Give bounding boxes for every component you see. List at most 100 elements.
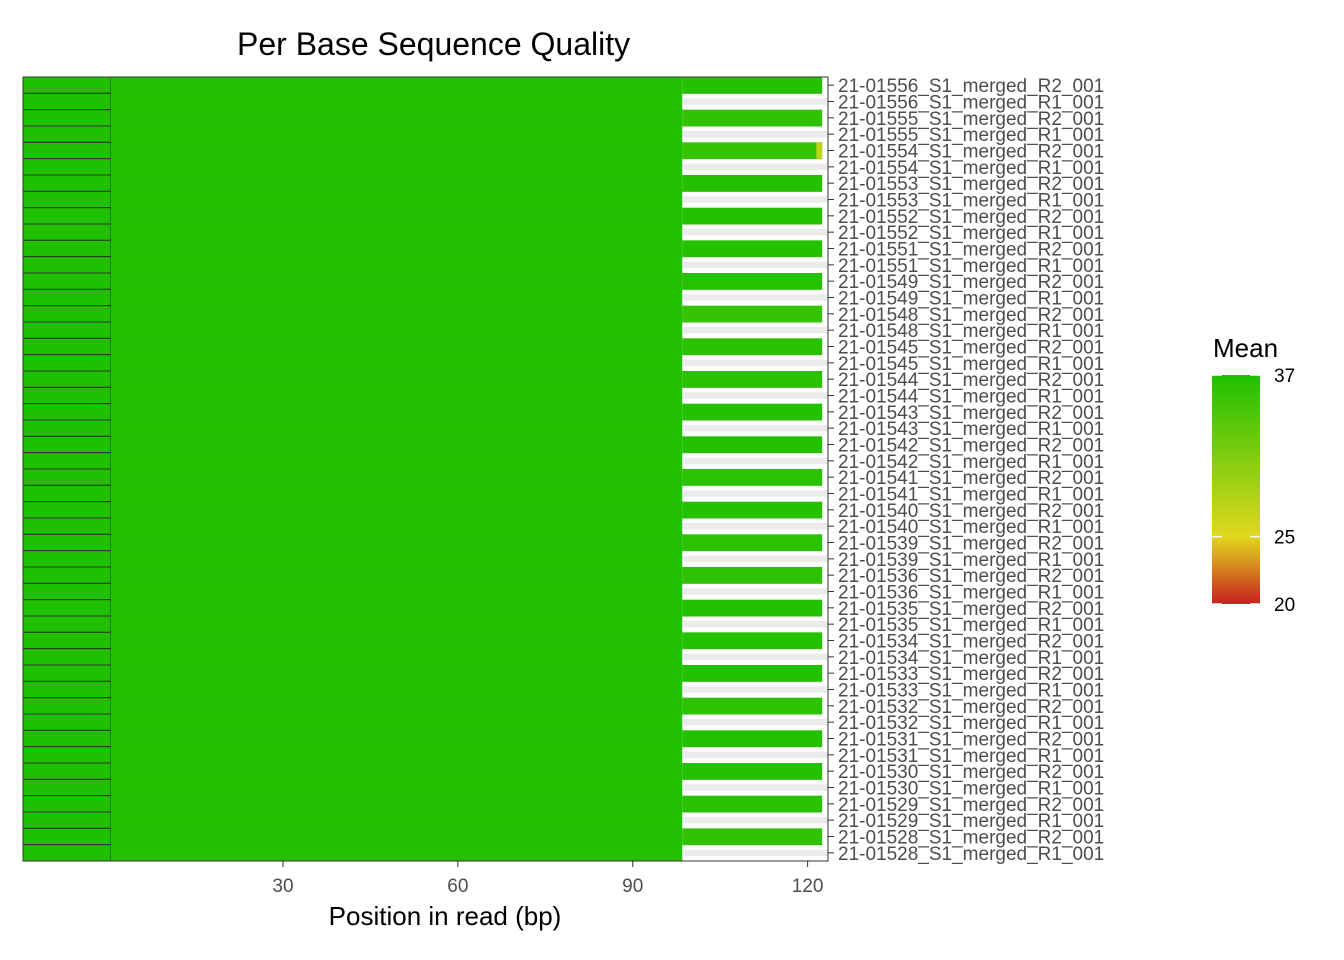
sidebar-cell [22,141,112,160]
row-label: 21-01556_S1_merged_R1_001 [838,93,1104,114]
sidebar-cell [22,239,112,258]
heatmap-row-band [111,501,683,519]
sidebar-cell [22,92,112,111]
sidebar-cell [22,746,112,764]
row-label: 21-01542_S1_merged_R2_001 [838,436,1104,457]
sidebar-cell [22,370,112,388]
heatmap-row-band [111,109,683,127]
heatmap-row-band [111,354,683,372]
row-label: 21-01541_S1_merged_R2_001 [838,468,1104,489]
heatmap-row-band [111,550,683,568]
heatmap-row-tail [682,371,823,388]
heatmap-row-missing [682,784,828,791]
sidebar-cell [22,713,112,731]
heatmap-row-band [111,77,683,94]
row-label: 21-01553_S1_merged_R1_001 [838,191,1104,212]
sidebar-cell [22,109,112,127]
sidebar-cell [22,631,112,650]
heatmap-row-band [111,338,683,356]
row-label: 21-01539_S1_merged_R2_001 [838,534,1104,555]
heatmap-row-band [111,665,683,682]
heatmap-row-band [111,93,683,111]
sidebar-cell [22,599,112,617]
heatmap-row-tail [682,403,823,421]
heatmap-row-tail [682,828,823,846]
sidebar-cell [22,223,112,241]
heatmap-row-missing [682,163,828,171]
x-tick-label: 120 [792,876,824,897]
heatmap-row-band [111,844,683,862]
heatmap-row-band [111,567,683,584]
sidebar-cell [22,827,112,846]
legend-ticks: 37 25 20 [1212,366,1295,616]
row-label: 21-01533_S1_merged_R2_001 [838,664,1104,685]
sidebar-cell [22,484,112,503]
sidebar-cell [22,566,112,584]
heatmap-row-missing [682,686,828,693]
heatmap-row-tail [682,795,823,813]
heatmap-row-tail [682,599,823,617]
x-tick-label: 60 [447,876,468,897]
heatmap-row-missing [682,98,828,105]
heatmap-row-band [111,599,683,617]
sidebar-cell [22,452,112,470]
row-label: 21-01535_S1_merged_R2_001 [838,599,1104,620]
row-label: 21-01543_S1_merged_R1_001 [838,419,1104,440]
x-tick-label: 90 [622,876,643,897]
sidebar-cell [22,419,112,437]
legend: Mean 37 25 20 [1212,333,1295,616]
sidebar-cell [22,174,112,192]
heatmap-row-band [111,763,683,780]
heatmap-row-tail [682,469,823,486]
x-tick-label: 30 [272,876,293,897]
heatmap-row-band [111,240,683,258]
heatmap-row-missing [682,816,828,824]
sidebar-cell [22,321,112,339]
row-label: 21-01548_S1_merged_R2_001 [838,305,1104,326]
heatmap-row-tail [682,109,823,127]
heatmap-row-tail [682,665,823,682]
sidebar-cell [22,288,112,307]
heatmap-row-band [111,681,683,699]
heatmap-row-tail [682,632,823,650]
legend-title: Mean [1213,333,1278,363]
sidebar-cell [22,795,112,813]
sample-sidebar-column [22,76,112,862]
heatmap-cell-low [816,142,823,159]
heatmap-row-band [111,322,683,339]
heatmap-row-band [111,795,683,813]
sidebar-cell [22,305,112,323]
row-label: 21-01533_S1_merged_R1_001 [838,681,1104,702]
heatmap-row-missing [682,392,828,399]
legend-tick-label: 25 [1274,528,1295,549]
heatmap-row-band [111,469,683,486]
heatmap-row-tail [682,305,823,323]
sidebar-cell [22,403,112,421]
row-label: 21-01551_S1_merged_R2_001 [838,240,1104,261]
heatmap-row-band [111,436,683,454]
sidebar-cell [22,729,112,748]
legend-colorbar [1212,375,1260,604]
heatmap-row-missing [682,653,828,661]
row-label: 21-01555_S1_merged_R2_001 [838,109,1104,130]
heatmap-row-missing [682,196,828,203]
heatmap-row-band [111,420,683,437]
heatmap-row-band [111,730,683,748]
row-label: 21-01529_S1_merged_R2_001 [838,795,1104,816]
heatmap-row-tail [682,142,823,160]
row-label: 21-01551_S1_merged_R1_001 [838,256,1104,277]
sidebar-cell [22,680,112,699]
x-axis-title: Position in read (bp) [329,901,562,931]
heatmap-row-missing [682,326,828,334]
sidebar-cell [22,337,112,356]
sidebar-cell [22,517,112,535]
heatmap-row-missing [682,849,828,857]
row-label: 21-01544_S1_merged_R1_001 [838,387,1104,408]
row-label: 21-01549_S1_merged_R2_001 [838,272,1104,293]
row-label: 21-01528_S1_merged_R1_001 [838,844,1104,865]
x-axis: 30 60 90 120 [272,861,823,897]
row-label: 21-01531_S1_merged_R2_001 [838,730,1104,751]
chart-title: Per Base Sequence Quality [237,26,630,62]
heatmap-row-band [111,403,683,421]
